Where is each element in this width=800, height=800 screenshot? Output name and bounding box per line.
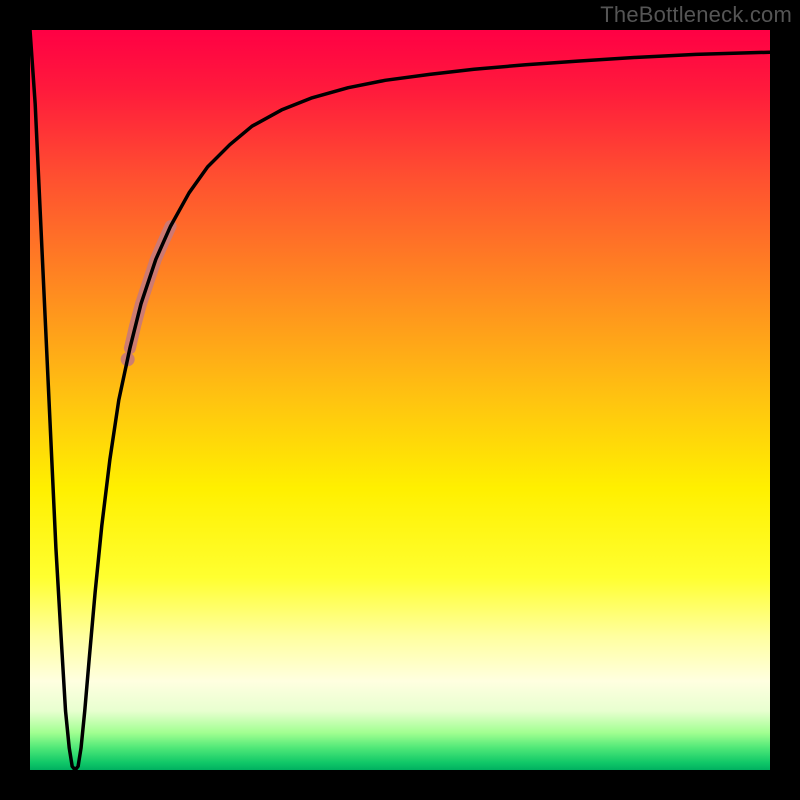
chart-svg — [0, 0, 800, 800]
frame-left — [0, 0, 30, 800]
frame-right — [770, 0, 800, 800]
bottleneck-chart: TheBottleneck.com — [0, 0, 800, 800]
watermark-text: TheBottleneck.com — [600, 2, 792, 28]
gradient-background — [30, 30, 770, 770]
frame-bottom — [0, 770, 800, 800]
